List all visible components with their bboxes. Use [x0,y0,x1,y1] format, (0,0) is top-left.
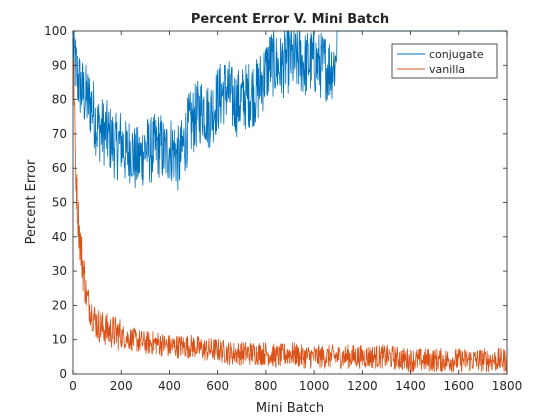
x-tick-label: 1200 [347,379,378,393]
x-tick-label: 0 [69,379,77,393]
legend-label-conjugate: conjugate [429,48,484,61]
y-tick-label: 90 [52,58,67,72]
x-tick-label: 1600 [444,379,475,393]
x-axis-label: Mini Batch [256,401,324,416]
y-axis-label: Percent Error [24,159,39,244]
legend-box [391,43,498,79]
x-tick-label: 200 [110,379,133,393]
y-tick-label: 60 [52,161,67,175]
y-tick-label: 100 [44,24,67,38]
axes-layer: 0 200 400 600 800 1000 1200 1400 1600 1800 0 10 20 30… [44,24,522,393]
y-tick-label: 30 [52,264,67,278]
y-tick-label: 50 [52,196,67,210]
x-tick-label: 1800 [492,379,523,393]
x-tick-label: 800 [254,379,277,393]
y-tick-label: 80 [52,93,67,107]
plot-background [73,31,507,374]
y-tick-label: 40 [52,230,67,244]
y-tick-label: 70 [52,127,67,141]
y-tick-label: 10 [52,333,67,347]
x-tick-label: 600 [206,379,229,393]
x-tick-label: 1000 [299,379,330,393]
legend: conjugate vanilla [391,43,498,79]
x-tick-label: 1400 [395,379,426,393]
chart-title: Percent Error V. Mini Batch [191,12,389,27]
x-tick-label: 400 [158,379,181,393]
y-tick-label: 20 [52,298,67,312]
legend-label-vanilla: vanilla [429,63,465,76]
series-line-vanilla [72,59,508,373]
y-tick-label: 0 [59,367,67,381]
